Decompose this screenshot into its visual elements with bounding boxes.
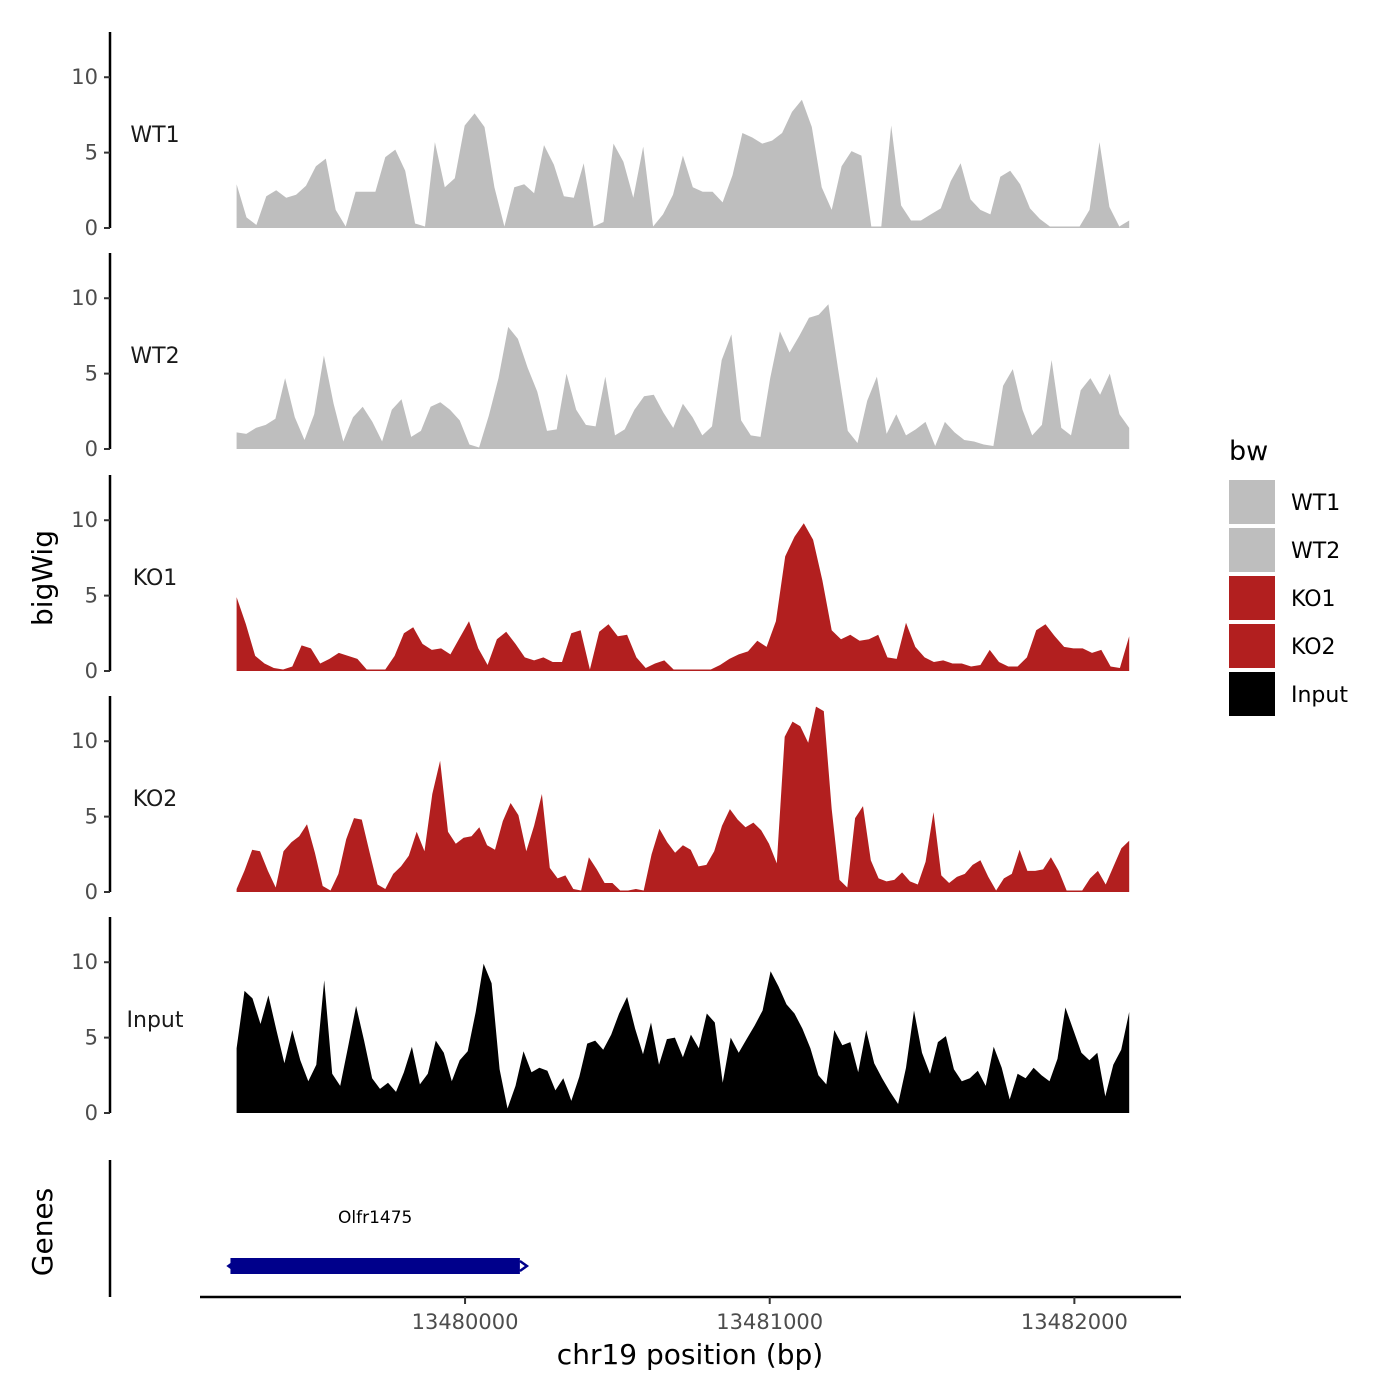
legend-label-wt2: WT2 (1291, 539, 1340, 564)
x-tick-label: 13480000 (412, 1310, 519, 1334)
y-tick-label: 0 (85, 880, 98, 904)
legend-swatch-wt2 (1229, 528, 1275, 572)
gene-label: Olfr1475 (338, 1208, 412, 1228)
x-tick-label: 13482000 (1021, 1310, 1128, 1334)
signal-area-ko1 (236, 523, 1130, 671)
y-tick-label: 5 (85, 362, 98, 386)
track-label: KO2 (133, 787, 178, 812)
legend-title: bw (1229, 436, 1268, 467)
x-tick-label: 13481000 (716, 1310, 823, 1334)
track-label: WT2 (130, 344, 179, 369)
track-input: 0 5 10 Input (71, 917, 1130, 1125)
signal-area-ko2 (236, 706, 1130, 892)
y-tick-label: 5 (85, 1026, 98, 1050)
gene-start-chevron-icon (226, 1259, 237, 1273)
y-axis-title: bigWig (26, 530, 59, 626)
y-tick-label: 10 (71, 286, 98, 310)
x-axis-title: chr19 position (bp) (557, 1338, 823, 1371)
y-tick-label: 0 (85, 659, 98, 683)
legend-swatch-ko2 (1229, 624, 1275, 668)
y-tick-label: 5 (85, 584, 98, 608)
legend-swatch-wt1 (1229, 480, 1275, 524)
legend-label-wt1: WT1 (1291, 491, 1340, 516)
track-wt1: 0 5 10 WT1 (71, 32, 1130, 240)
genes-panel: Olfr1475 (108, 1160, 530, 1297)
legend-label-ko2: KO2 (1291, 635, 1336, 660)
y-tick-label: 0 (85, 1101, 98, 1125)
track-ko1: 0 5 10 KO1 (71, 475, 1130, 683)
y-tick-label: 10 (71, 950, 98, 974)
legend-label-ko1: KO1 (1291, 587, 1336, 612)
y-tick-label: 5 (85, 141, 98, 165)
signal-tracks: 0 5 10 WT1 0 5 10 WT2 0 5 10 KO1 0 5 10 KO2 0 5 10 Input (71, 32, 1130, 1125)
y-tick-label: 10 (71, 729, 98, 753)
y-tick-label: 0 (85, 437, 98, 461)
genes-axis-title: Genes (26, 1188, 59, 1276)
x-axis: 13480000 13481000 13482000 (200, 1295, 1181, 1334)
y-tick-label: 0 (85, 216, 98, 240)
y-tick-label: 10 (71, 508, 98, 532)
gene-body (230, 1258, 520, 1274)
legend-swatch-ko1 (1229, 576, 1275, 620)
legend-swatch-input (1229, 672, 1275, 716)
legend-label-input: Input (1291, 683, 1348, 708)
y-tick-label: 10 (71, 65, 98, 89)
y-tick-label: 5 (85, 805, 98, 829)
track-label: WT1 (130, 123, 179, 148)
track-wt2: 0 5 10 WT2 (71, 253, 1130, 461)
track-ko2: 0 5 10 KO2 (71, 696, 1130, 904)
gene-strand-arrow-icon (519, 1259, 530, 1273)
track-label: Input (127, 1008, 184, 1033)
signal-area-input (236, 963, 1130, 1113)
signal-area-wt1 (236, 99, 1130, 228)
legend: bw WT1 WT2 KO1 KO2 Input (1229, 436, 1348, 716)
track-label: KO1 (133, 566, 178, 591)
signal-area-wt2 (236, 304, 1130, 449)
